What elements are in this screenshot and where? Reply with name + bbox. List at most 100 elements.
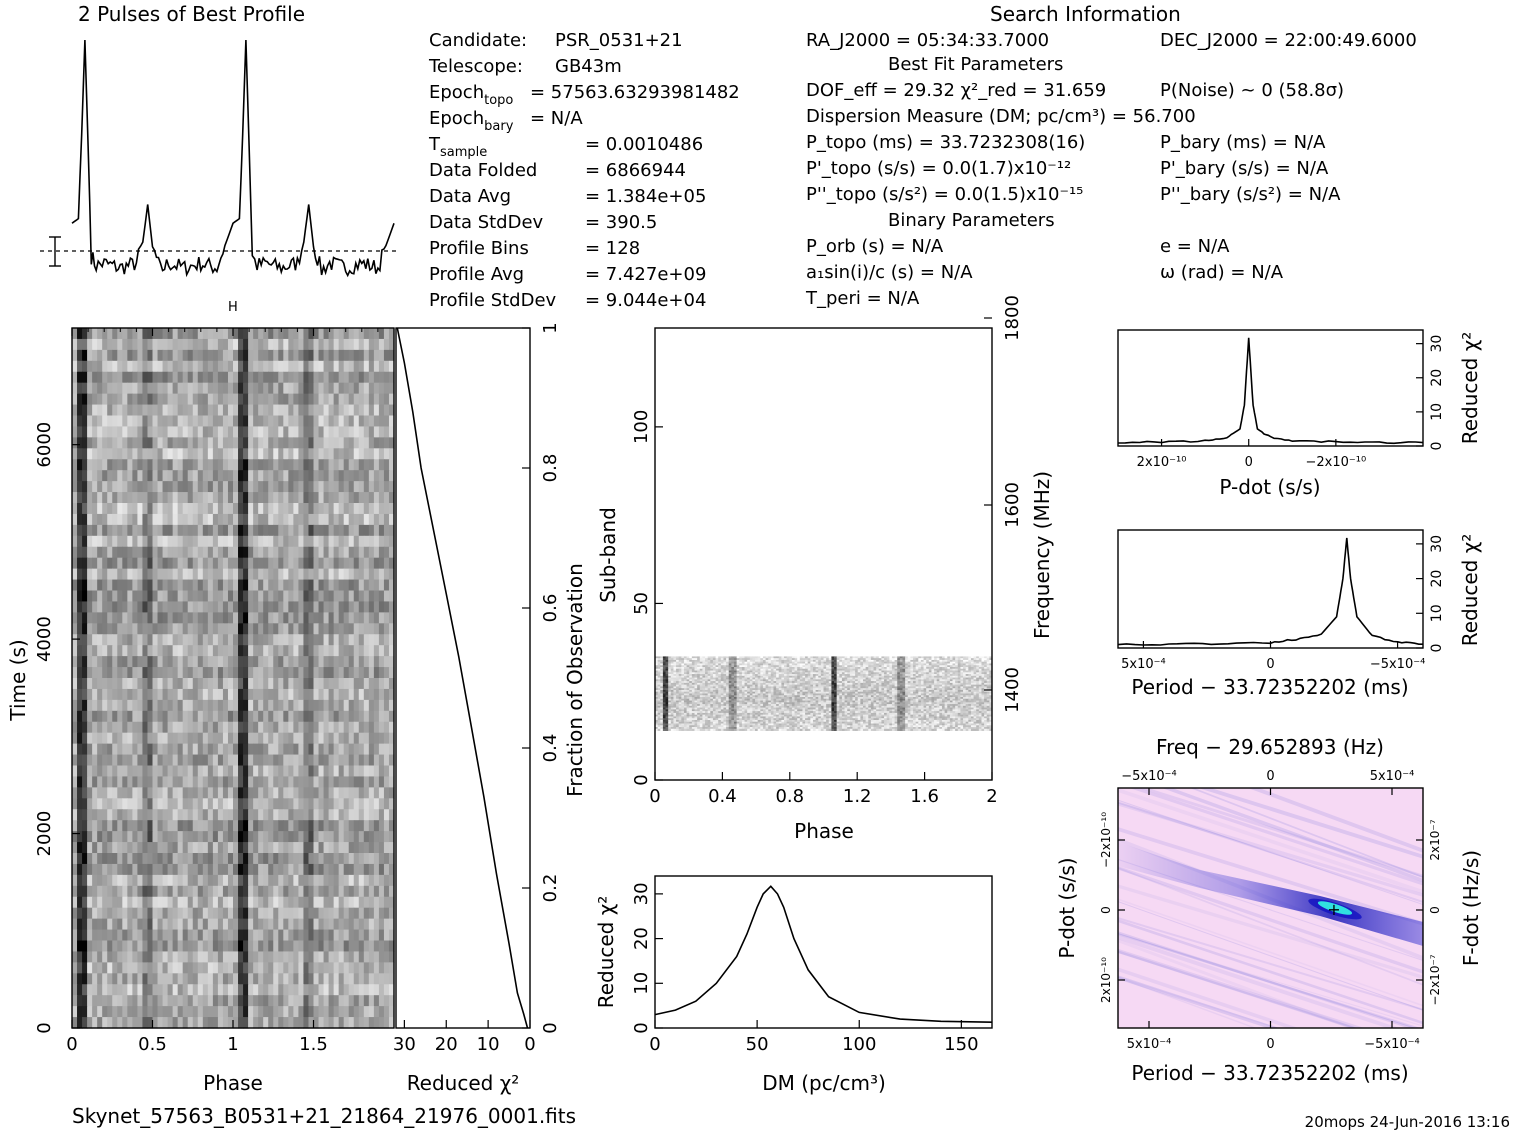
heat-cell — [886, 661, 890, 664]
heat-cell — [258, 404, 264, 417]
heat-cell — [293, 984, 300, 996]
heat-cell — [202, 634, 209, 646]
heat-cell — [92, 470, 98, 482]
heat-cell — [976, 656, 980, 659]
heat-cell — [878, 665, 882, 668]
heat-cell — [947, 665, 951, 668]
heat-cell — [243, 918, 249, 931]
heat-cell — [373, 809, 380, 821]
heat-cell — [132, 579, 139, 592]
heat-cell — [313, 929, 320, 942]
heat-cell — [92, 787, 98, 799]
heat-cell — [137, 623, 144, 635]
heat-cell — [97, 820, 103, 832]
heat-cell — [273, 984, 279, 996]
heat-cell — [657, 656, 661, 659]
heat-cell — [97, 513, 103, 526]
heat-cell — [952, 659, 956, 663]
heat-cell — [157, 481, 164, 493]
heat-cell — [288, 579, 294, 592]
heat-cell — [907, 661, 911, 664]
heat-cell — [963, 658, 967, 661]
heat-cell — [831, 661, 835, 664]
heat-cell — [343, 962, 350, 974]
heat-cell — [353, 863, 360, 876]
heat-cell — [283, 437, 289, 449]
heat-cell — [358, 1006, 365, 1018]
heat-cell — [368, 896, 375, 909]
heat-cell — [973, 659, 977, 663]
heat-cell — [217, 918, 224, 931]
heat-cell — [343, 645, 350, 657]
heat-cell — [288, 481, 294, 493]
heat-cell — [197, 896, 204, 909]
heat-cell — [313, 885, 320, 898]
heat-cell — [733, 656, 738, 659]
heat-cell — [177, 535, 184, 548]
heat-cell — [298, 863, 305, 876]
heat-cell — [944, 665, 948, 668]
heat-cell — [207, 940, 214, 953]
heat-cell — [142, 656, 149, 668]
heat-cell — [243, 634, 249, 646]
heat-cell — [112, 492, 118, 504]
heat-cell — [192, 885, 199, 898]
heat-cell — [72, 1017, 78, 1029]
heat-cell — [818, 663, 822, 666]
heat-cell — [343, 437, 350, 449]
heat-cell — [182, 404, 189, 417]
heat-cell — [152, 645, 159, 657]
heat-cell — [87, 907, 93, 920]
heat-cell — [358, 557, 365, 570]
heat-cell — [820, 663, 824, 666]
heat-cell — [253, 973, 259, 985]
heat-cell — [132, 929, 139, 942]
heat-cell — [760, 661, 764, 664]
heat-cell — [268, 863, 274, 876]
heat-cell — [288, 907, 294, 920]
heat-cell — [881, 658, 885, 661]
heat-cell — [202, 863, 209, 876]
heat-cell — [82, 623, 88, 635]
heat-cell — [383, 328, 390, 340]
heat-cell — [298, 470, 305, 482]
heat-cell — [207, 732, 214, 745]
heat-cell — [263, 557, 269, 570]
heat-cell — [253, 667, 259, 679]
heat-cell — [278, 940, 284, 953]
heat-cell — [157, 885, 164, 898]
heat-cell — [243, 678, 249, 690]
heat-cell — [343, 415, 350, 428]
pdbary-line: P'_bary (s/s) = N/A — [1160, 158, 1329, 179]
heat-cell — [167, 918, 174, 931]
heat-cell — [353, 874, 360, 887]
heat-cell — [323, 513, 330, 526]
heat-cell — [137, 404, 144, 417]
heat-cell — [313, 524, 320, 537]
heat-cell — [122, 338, 128, 351]
heat-cell — [318, 776, 325, 788]
info-value: = 390.5 — [585, 212, 657, 233]
heat-cell — [157, 503, 164, 515]
heat-cell — [152, 940, 159, 953]
heat-cell — [348, 481, 355, 493]
heat-cell — [894, 656, 898, 659]
heat-cell — [973, 661, 977, 664]
heat-cell — [383, 568, 390, 581]
heat-cell — [683, 663, 687, 666]
heat-cell — [217, 338, 224, 351]
heat-cell — [122, 710, 128, 723]
heat-cell — [227, 404, 234, 417]
heat-cell — [308, 678, 315, 690]
heat-cell — [202, 929, 209, 942]
heat-cell — [197, 360, 204, 373]
heat-cell — [182, 437, 189, 449]
heat-cell — [197, 492, 204, 504]
heat-cell — [142, 743, 149, 756]
heat-cell — [984, 661, 988, 664]
heat-cell — [268, 459, 274, 471]
heat-cell — [308, 645, 315, 657]
heat-cell — [207, 360, 214, 373]
heat-cell — [162, 929, 169, 942]
heat-cell — [132, 448, 139, 460]
